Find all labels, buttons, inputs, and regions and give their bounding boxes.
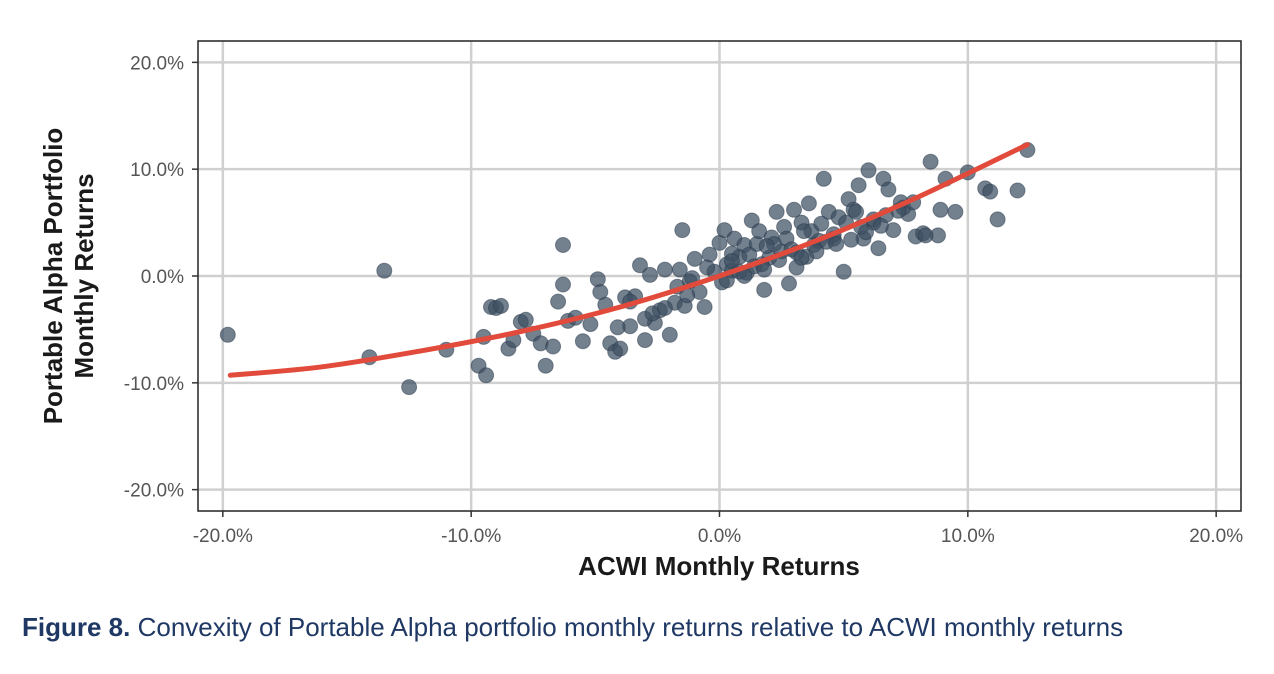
data-point — [751, 223, 768, 240]
data-point — [632, 257, 648, 274]
data-point — [674, 222, 691, 239]
data-point — [376, 262, 393, 279]
data-point — [661, 326, 678, 343]
data-point — [656, 300, 673, 316]
x-tick-label: -10.0% — [441, 526, 501, 547]
data-point — [609, 319, 626, 336]
y-axis-title: Portable Alpha Portfolio Monthly Returns — [38, 128, 99, 425]
data-point — [989, 211, 1006, 228]
data-point — [815, 170, 832, 187]
data-point — [637, 332, 653, 349]
figure-caption-label: Figure 8. — [22, 612, 131, 642]
data-point — [922, 153, 939, 170]
data-point — [835, 263, 852, 280]
data-point — [656, 261, 673, 278]
data-point — [401, 379, 418, 396]
data-point — [517, 311, 534, 328]
data-point — [808, 243, 825, 260]
data-point — [699, 259, 716, 276]
data-point — [555, 276, 571, 293]
grid-lines — [198, 41, 1241, 511]
data-point — [947, 203, 964, 220]
data-point — [642, 266, 658, 283]
data-point — [768, 203, 785, 220]
data-point — [795, 223, 812, 240]
data-point — [537, 357, 554, 374]
y-tick-label: 20.0% — [130, 53, 184, 74]
data-point — [686, 250, 703, 267]
data-point — [850, 177, 867, 194]
data-point — [800, 195, 817, 212]
data-point — [781, 275, 797, 292]
x-tick-label: -20.0% — [193, 526, 253, 547]
data-point — [555, 237, 571, 253]
data-point — [793, 249, 810, 266]
data-point — [917, 227, 934, 244]
data-point — [758, 238, 775, 255]
y-axis-title-line-1: Portable Alpha Portfolio — [38, 128, 68, 425]
data-point — [478, 367, 495, 384]
x-axis-ticks: -20.0% -10.0% 0.0% 10.0% 20.0% — [193, 511, 1243, 547]
figure-caption: Figure 8. Convexity of Portable Alpha po… — [22, 612, 1262, 643]
data-point — [493, 297, 509, 314]
figure-caption-text: Convexity of Portable Alpha portfolio mo… — [130, 612, 1124, 642]
y-tick-label: 0.0% — [141, 267, 184, 288]
data-point — [843, 231, 860, 248]
y-tick-label: -10.0% — [124, 374, 184, 395]
data-point — [828, 236, 845, 252]
data-point — [860, 162, 877, 179]
x-tick-label: 0.0% — [698, 526, 741, 547]
data-point — [848, 203, 865, 220]
y-tick-label: 10.0% — [130, 160, 184, 181]
data-point — [545, 338, 562, 355]
data-point — [858, 224, 874, 241]
data-point — [550, 293, 567, 310]
data-point — [982, 183, 999, 200]
data-point — [872, 217, 889, 234]
y-axis-ticks: 20.0% 10.0% 0.0% -10.0% -20.0% — [124, 53, 198, 502]
data-point — [574, 333, 591, 350]
data-points — [219, 142, 1036, 396]
data-point — [813, 215, 830, 232]
scatter-chart: -20.0% -10.0% 0.0% 10.0% 20.0% 20.0% 10.0% 0.0… — [38, 40, 1243, 581]
fit-curve — [227, 142, 1030, 378]
data-point — [932, 201, 949, 218]
x-axis-title: ACWI Monthly Returns — [578, 551, 860, 581]
data-point — [756, 281, 773, 298]
data-point — [1009, 182, 1026, 199]
data-point — [592, 284, 609, 300]
data-point — [870, 240, 887, 257]
data-point — [786, 201, 802, 218]
y-tick-label: -20.0% — [124, 481, 184, 502]
data-point — [612, 340, 629, 357]
x-tick-label: 10.0% — [941, 526, 995, 547]
y-axis-title-line-2: Monthly Returns — [69, 173, 99, 378]
data-point — [219, 326, 236, 343]
data-point — [880, 181, 897, 198]
data-point — [696, 299, 713, 315]
x-tick-label: 20.0% — [1189, 526, 1243, 547]
data-point — [671, 261, 688, 278]
